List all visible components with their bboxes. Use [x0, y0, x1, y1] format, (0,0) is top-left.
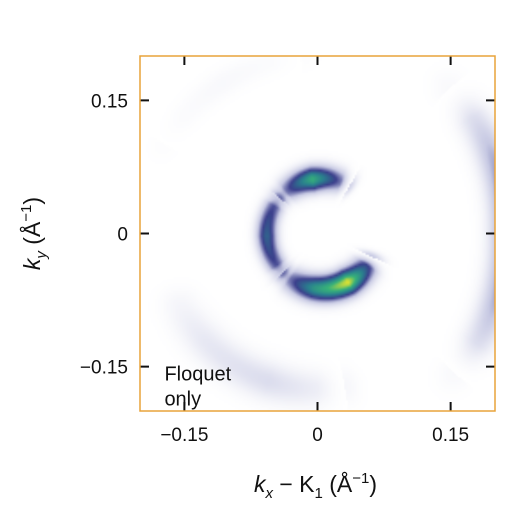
x-axis-label: kx − K1 (Å−1) [254, 470, 377, 502]
annotation-floquet-only: Floquet only [164, 364, 231, 411]
heatmap-image [140, 56, 495, 411]
x-axis-label-close: ) [369, 471, 377, 497]
x-tick-label-2: 0.15 [432, 425, 469, 446]
x-axis-label-sub: x [264, 485, 273, 502]
y-axis-label-sub: y [33, 250, 50, 260]
annotation-line-1: only [164, 389, 201, 411]
plot-frame [139, 55, 496, 412]
x-tick-label-1: 0 [312, 425, 323, 446]
y-axis-label-base: k [19, 257, 45, 270]
y-axis-label-exp: −1 [18, 205, 35, 222]
x-axis-label-rest: − K [273, 471, 315, 497]
label-layer: Floquet only kx − K1 (Å−1) ky (Å−1) [18, 197, 377, 502]
x-tick-label-0: −0.15 [160, 425, 208, 446]
y-axis-label-close: ) [19, 197, 45, 205]
y-axis-label: ky (Å−1) [18, 197, 50, 270]
x-axis-label-unit: (Å [323, 470, 353, 497]
y-tick-label-0: 0.15 [91, 91, 128, 112]
x-axis-label-sub2: 1 [315, 485, 323, 502]
annotation-line-0: Floquet [164, 364, 231, 386]
tick-layer: −0.15 0 0.15 0.15 0 −0.15 [80, 56, 495, 446]
y-axis-label-unit: (Å [18, 221, 45, 251]
x-axis-label-exp: −1 [352, 470, 369, 487]
x-axis-label-base: k [254, 471, 267, 497]
y-tick-label-1: 0 [117, 225, 128, 246]
y-tick-label-2: −0.15 [80, 358, 128, 379]
heatmap-layer [140, 56, 495, 411]
